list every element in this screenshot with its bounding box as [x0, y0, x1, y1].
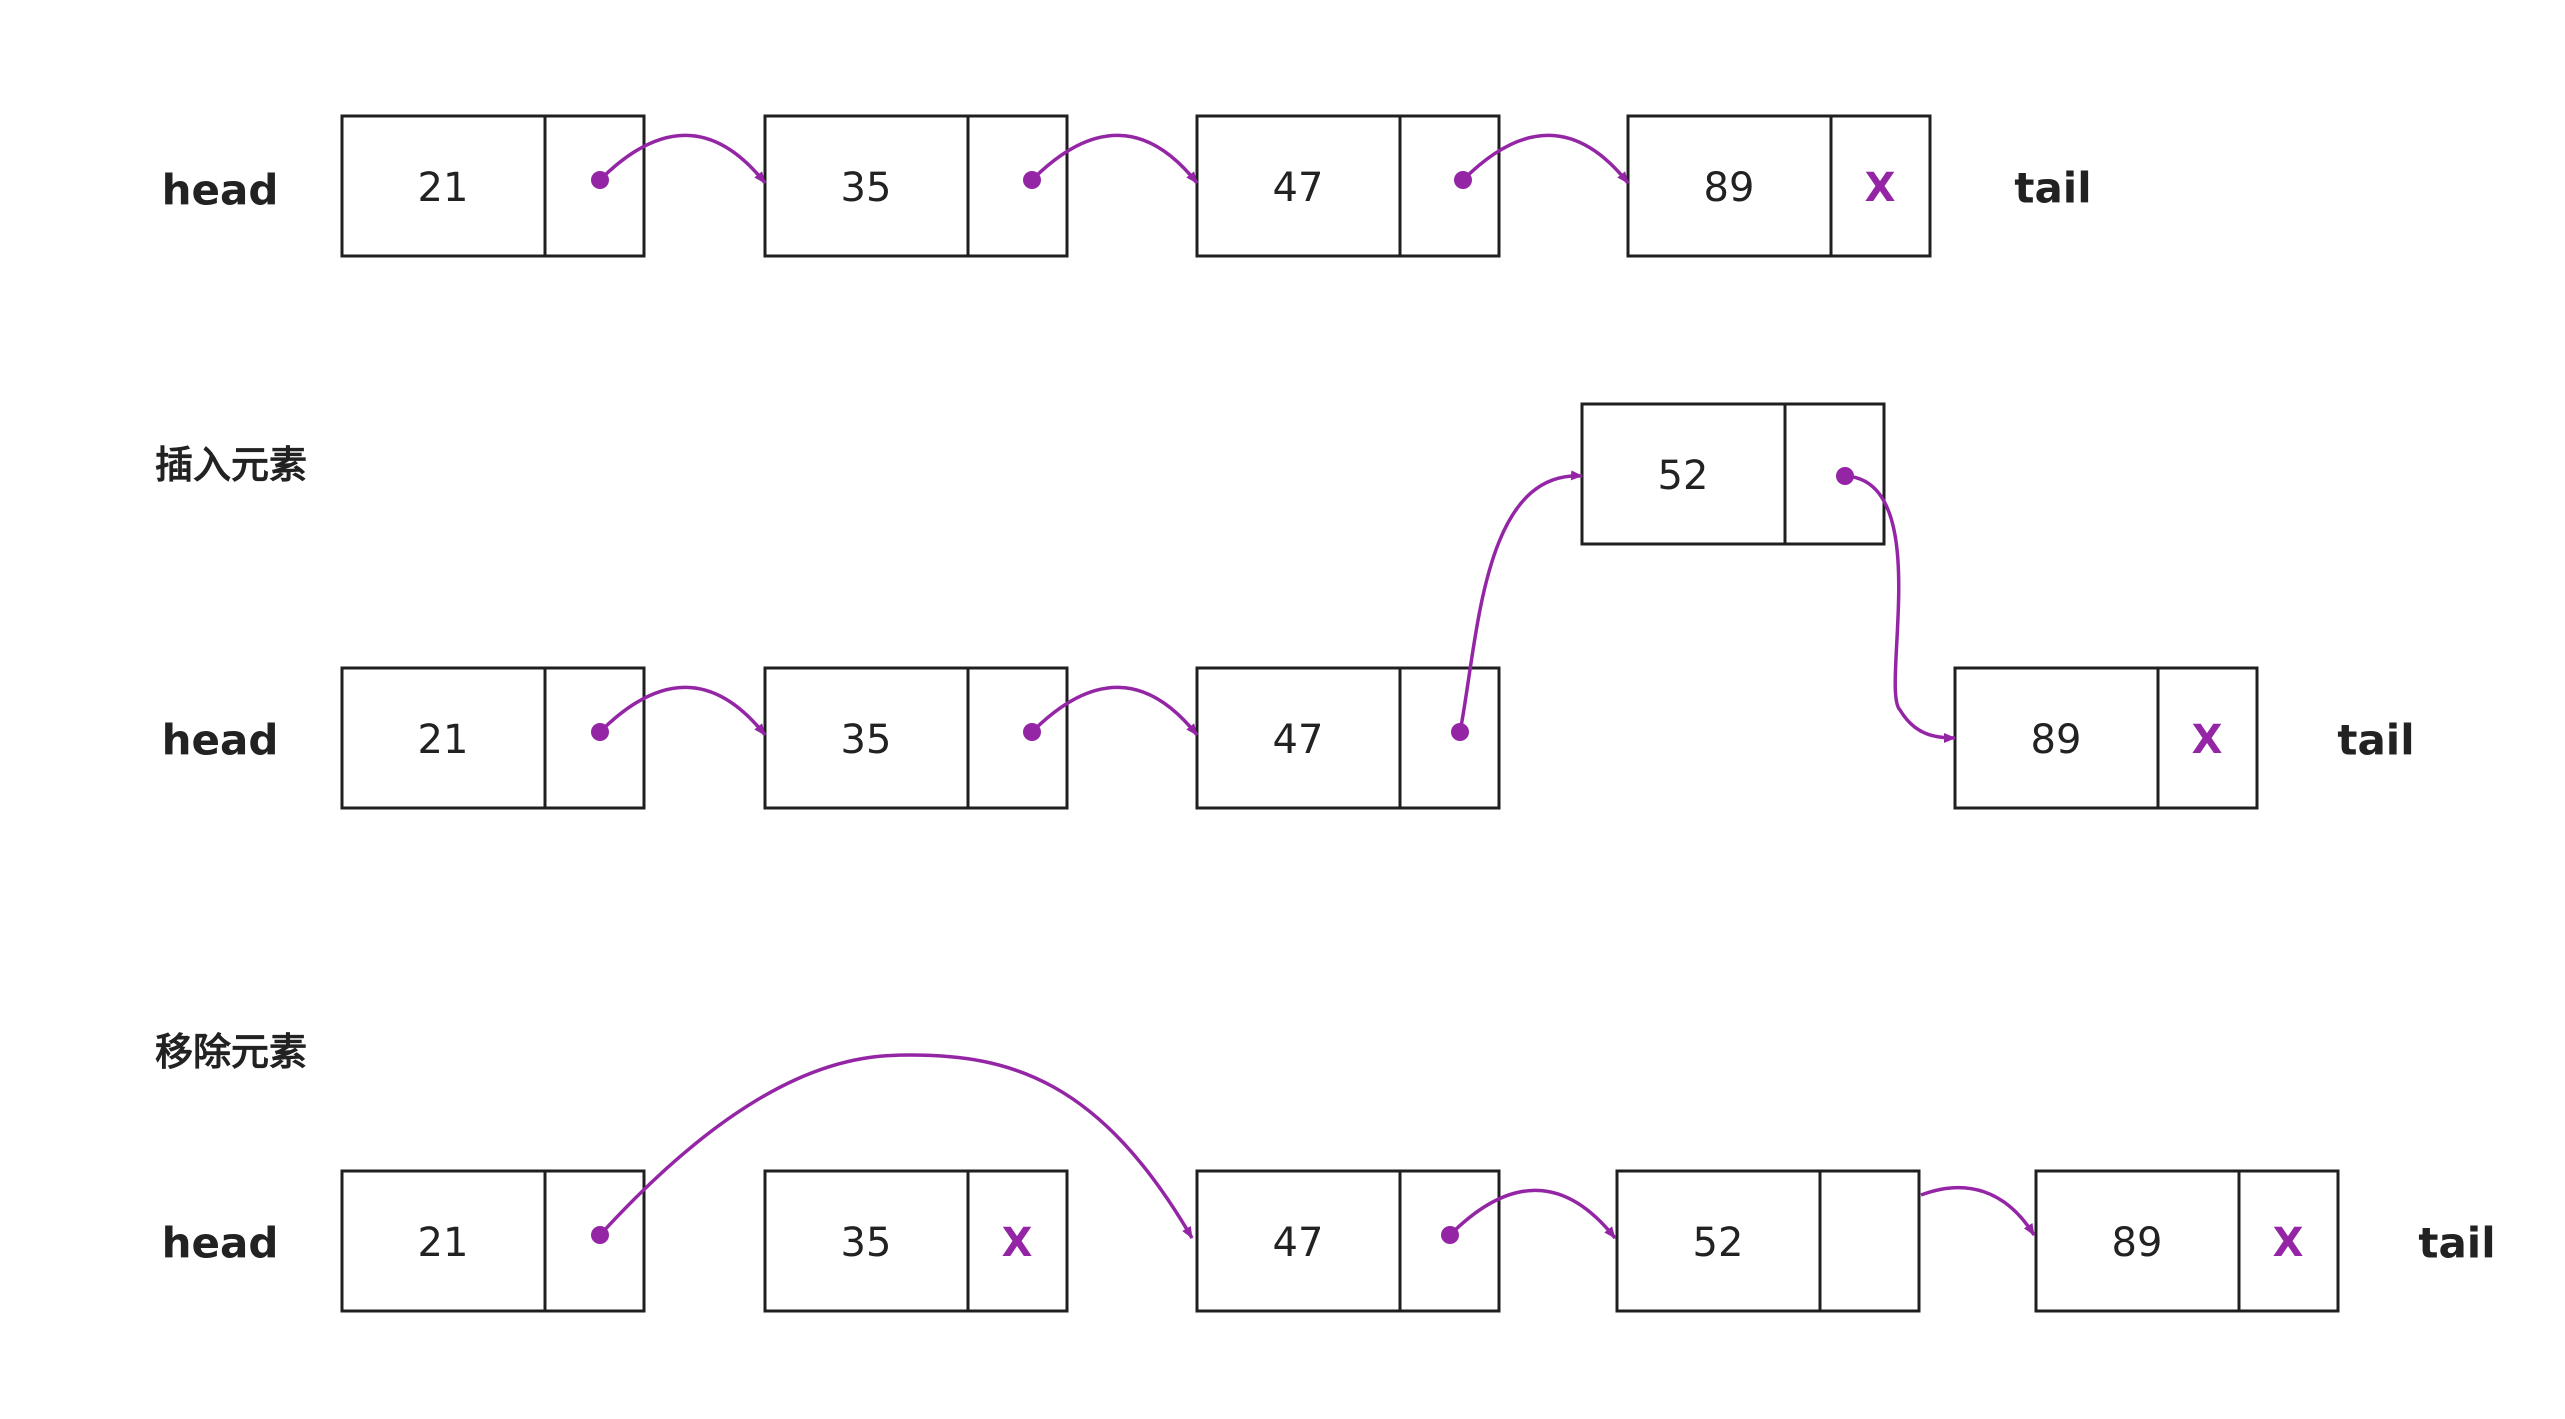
next-arrow — [598, 685, 767, 737]
node-value: 35 — [841, 165, 892, 211]
node-value: 21 — [418, 165, 469, 211]
node-47: 47 — [1195, 114, 1501, 258]
row-original-list: head 21 35 47 89 X tail — [162, 114, 2092, 258]
node-value: 89 — [1704, 165, 1755, 211]
next-arrow — [1030, 685, 1199, 737]
null-pointer-mark: X — [2192, 717, 2223, 763]
pointer-arrows — [591, 133, 1630, 189]
next-arrow — [1920, 1186, 2036, 1236]
node-52: 52 — [1615, 1169, 1921, 1313]
node-value: 35 — [841, 717, 892, 763]
node-52-inserted: 52 — [1580, 402, 1886, 546]
insert-title: 插入元素 — [155, 443, 307, 487]
node-value: 52 — [1693, 1220, 1744, 1266]
next-arrow — [1030, 133, 1199, 185]
head-label: head — [162, 1219, 279, 1268]
tail-label: tail — [2014, 164, 2091, 213]
node-value: 47 — [1273, 717, 1324, 763]
row-insert-element: 插入元素 head 21 35 47 52 89 X tail — [155, 402, 2415, 810]
node-35-removed: 35 X — [763, 1169, 1069, 1313]
node-value: 47 — [1273, 165, 1324, 211]
node-value: 35 — [841, 1220, 892, 1266]
next-arrow — [1448, 1188, 1617, 1240]
next-arrow — [598, 133, 767, 185]
tail-label: tail — [2337, 716, 2414, 765]
row-remove-element: 移除元素 head 21 35 X 47 52 89 X — [155, 1030, 2496, 1313]
node-35: 35 — [763, 114, 1069, 258]
next-arrow — [1844, 474, 1956, 743]
remove-title: 移除元素 — [155, 1030, 307, 1074]
node-value: 21 — [418, 717, 469, 763]
pointer-arrows — [591, 467, 1956, 743]
next-arrow — [1461, 133, 1630, 185]
node-value: 89 — [2112, 1220, 2163, 1266]
node-value: 21 — [418, 1220, 469, 1266]
node-89: 89 X — [1626, 114, 1932, 258]
tail-label: tail — [2418, 1219, 2495, 1268]
null-pointer-mark: X — [1865, 165, 1896, 211]
node-value: 47 — [1273, 1220, 1324, 1266]
skip-arrow — [598, 1053, 1194, 1239]
node-35: 35 — [763, 666, 1069, 810]
null-pointer-mark: X — [2273, 1220, 2304, 1266]
head-label: head — [162, 716, 279, 765]
next-arrow — [1458, 470, 1583, 733]
node-89: 89 X — [1953, 666, 2259, 810]
head-label: head — [162, 166, 279, 215]
pointer-arrows — [591, 1053, 2036, 1244]
node-value: 89 — [2031, 717, 2082, 763]
node-value: 52 — [1658, 453, 1709, 499]
node-89: 89 X — [2034, 1169, 2340, 1313]
null-pointer-mark: X — [1002, 1220, 1033, 1266]
node-47: 47 — [1195, 666, 1501, 810]
